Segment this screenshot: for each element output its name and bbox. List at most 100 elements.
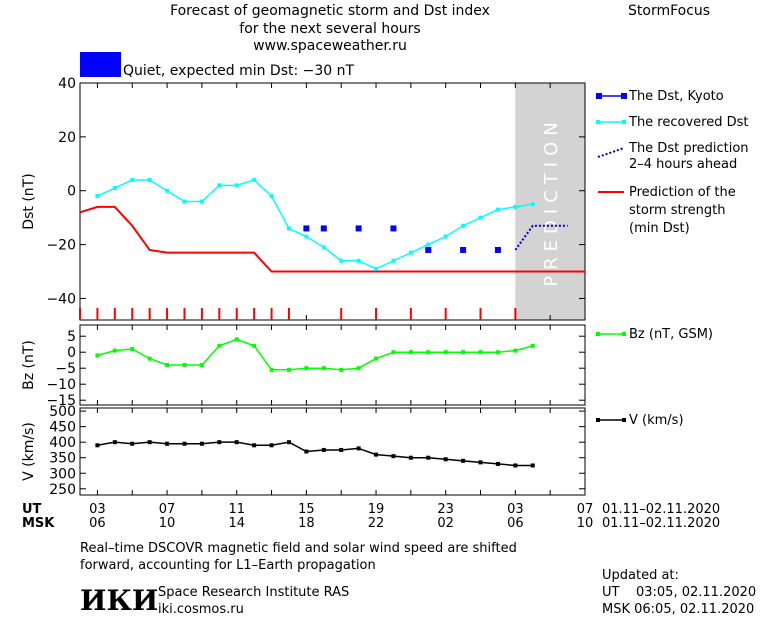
legend-v-marker — [622, 418, 626, 422]
recovered-dst-point — [112, 186, 117, 191]
title-line2: for the next several hours — [239, 21, 421, 37]
v-line — [97, 441, 533, 467]
legend-min-dst-label-3: (min Dst) — [629, 221, 690, 236]
dst-ytick-label: 0 — [67, 184, 76, 200]
v-ytick-label: 350 — [49, 451, 76, 467]
kyoto-dst-point — [320, 225, 327, 232]
bz-point — [234, 337, 239, 342]
brand-name: StormFocus — [628, 3, 711, 19]
v-point — [356, 446, 361, 451]
recovered-dst-point — [165, 188, 170, 193]
v-ytick-label: 400 — [49, 435, 76, 451]
recovered-dst-point — [461, 223, 466, 228]
recovered-dst-point — [234, 183, 239, 188]
bz-point — [269, 367, 274, 372]
institute-name: Space Research Institute RAS — [158, 585, 350, 600]
msk-date-range: 01.11–02.11.2020 — [602, 516, 720, 531]
v-point — [130, 441, 135, 446]
v-ytick-label: 300 — [49, 466, 76, 482]
updated-msk: MSK 06:05, 02.11.2020 — [602, 602, 755, 617]
kyoto-dst-point — [390, 225, 397, 232]
legend-bz-marker — [622, 332, 626, 336]
bz-point — [130, 347, 135, 351]
recovered-dst-point — [199, 199, 204, 204]
dst-frame — [79, 82, 586, 321]
bz-point — [513, 348, 518, 353]
legend-v-label: V (km/s) — [629, 413, 684, 428]
ut-tick-label: 03 — [89, 502, 106, 517]
dst-ytick-label: 40 — [58, 76, 76, 92]
ut-tick-label: 19 — [368, 502, 385, 517]
bz-point — [478, 350, 483, 355]
bz-point — [356, 366, 361, 371]
legend-min-dst-label-2: storm strength — [629, 203, 726, 218]
iki-logo: ИКИ — [80, 584, 159, 617]
bz-ytick-label: −10 — [46, 377, 76, 393]
ut-tick-label: 11 — [228, 502, 245, 517]
recovered-dst-line — [97, 179, 533, 270]
bz-frame — [79, 324, 586, 406]
bz-point — [182, 363, 187, 367]
v-point — [304, 449, 309, 454]
recovered-dst-point — [495, 207, 500, 212]
v-point — [478, 460, 483, 465]
v-ytick-label: 500 — [49, 404, 76, 420]
legend-bz-marker — [596, 332, 600, 336]
v-point — [461, 458, 466, 463]
recovered-dst-point — [339, 258, 344, 263]
v-point — [408, 455, 413, 460]
prediction-band — [515, 83, 585, 320]
ut-tick-label: 15 — [298, 502, 315, 517]
bz-ytick-label: 5 — [67, 329, 76, 345]
recovered-dst-point — [478, 215, 483, 220]
dst-ytick-label: −40 — [46, 291, 76, 307]
ut-axis-label: UT — [22, 502, 42, 517]
recovered-dst-point — [321, 245, 326, 250]
msk-tick-label: 22 — [368, 516, 385, 531]
recovered-dst-point — [374, 266, 379, 271]
bz-point — [286, 367, 291, 372]
legend-v-marker — [596, 418, 600, 422]
v-ytick-label: 250 — [49, 482, 76, 498]
status-text: Quiet, expected min Dst: −30 nT — [123, 63, 355, 79]
bz-point — [461, 350, 466, 355]
v-point — [147, 440, 152, 445]
ut-tick-label: 23 — [437, 502, 454, 517]
bz-ytick-label: 0 — [67, 345, 76, 361]
msk-tick-label: 10 — [577, 516, 594, 531]
v-point — [252, 443, 257, 448]
ut-tick-label: 03 — [507, 502, 524, 517]
legend-prediction-line — [597, 147, 625, 158]
v-point — [286, 440, 291, 445]
prediction-label: PREDICTION — [541, 116, 562, 286]
bz-point — [321, 366, 326, 371]
v-point — [530, 463, 535, 468]
institute-site[interactable]: iki.cosmos.ru — [158, 602, 244, 617]
dst-ylabel: Dst (nT) — [21, 173, 37, 229]
bz-point — [408, 350, 413, 355]
msk-tick-label: 02 — [437, 516, 454, 531]
msk-tick-label: 10 — [159, 516, 176, 531]
status-swatch — [80, 52, 121, 77]
recovered-dst-point — [304, 234, 309, 239]
site-url[interactable]: www.spaceweather.ru — [253, 38, 407, 54]
recovered-dst-point — [252, 177, 257, 182]
msk-tick-label: 18 — [298, 516, 315, 531]
msk-tick-label: 06 — [507, 516, 524, 531]
v-point — [95, 443, 100, 448]
v-point — [513, 463, 518, 468]
msk-axis-label: MSK — [22, 516, 55, 531]
bz-point — [339, 367, 344, 372]
bz-ytick-label: −15 — [46, 393, 76, 409]
bz-ylabel: Bz (nT) — [21, 340, 37, 390]
v-ytick-label: 450 — [49, 420, 76, 436]
ut-date-range: 01.11–02.11.2020 — [602, 502, 720, 517]
bz-line — [97, 338, 533, 371]
legend-bz-label: Bz (nT, GSM) — [629, 327, 713, 342]
bz-point — [495, 350, 500, 355]
footer-note-line2: forward, accounting for L1–Earth propaga… — [80, 558, 376, 573]
recovered-dst-point — [443, 234, 448, 239]
recovered-dst-point — [147, 177, 152, 182]
